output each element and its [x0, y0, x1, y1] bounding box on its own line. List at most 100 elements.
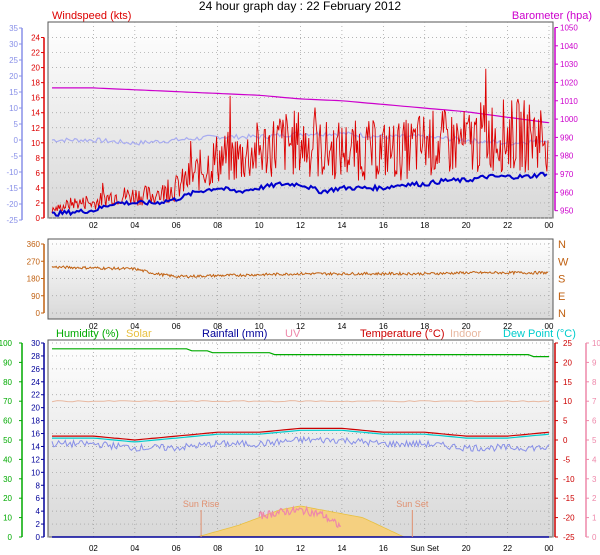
temp-left-axis-tick-label: -10 [6, 168, 18, 177]
x-tick-label: 22 [503, 221, 512, 230]
rainfall-axis-tick-label: 28 [31, 352, 40, 361]
x-tick-label: 12 [296, 221, 305, 230]
x-tick-label: 08 [213, 544, 222, 553]
rainfall-axis-tick-label: 8 [36, 481, 41, 490]
direction-axis-tick-label: 360 [27, 240, 41, 249]
humidity-axis-tick-label: 0 [8, 533, 13, 542]
windspeed-axis-tick-label: 2 [36, 199, 41, 208]
x-tick-label: 00 [545, 322, 554, 331]
x-tick-label: 16 [379, 221, 388, 230]
uv-axis-tick-label: 9 [592, 358, 597, 367]
temp-left-axis-tick-label: 5 [14, 120, 19, 129]
barometer-axis-tick-label: 980 [560, 152, 574, 161]
windspeed-axis-tick-label: 0 [36, 214, 41, 223]
x-tick-label: 00 [545, 221, 554, 230]
uv-axis-tick-label: 10 [592, 339, 600, 348]
x-tick-label: 06 [172, 221, 181, 230]
solar-area [196, 505, 405, 538]
rainfall-axis-tick-label: 14 [31, 442, 40, 451]
x-tick-label: 08 [213, 221, 222, 230]
humidity-axis-tick-label: 50 [3, 436, 12, 445]
graph-title: 24 hour graph day : 22 February 2012 [199, 0, 401, 13]
rainfall-axis-tick-label: 18 [31, 417, 40, 426]
x-tick-label: 10 [255, 544, 264, 553]
windspeed-legend: Windspeed (kts) [52, 10, 131, 22]
compass-label: N [558, 239, 566, 251]
temperature-trace [51, 131, 548, 146]
legend-item: Solar [126, 328, 152, 340]
temp-left-axis-tick-label: 20 [9, 72, 18, 81]
x-tick-label: 04 [130, 544, 139, 553]
uv-axis-tick-label: 3 [592, 475, 597, 484]
humidity-line [52, 348, 549, 358]
barometer-axis-tick-label: 970 [560, 170, 574, 179]
x-tick-label: 12 [296, 322, 305, 331]
x-tick-label: 10 [255, 322, 264, 331]
windspeed-axis-tick-label: 22 [31, 49, 40, 58]
rainfall-axis-tick-label: 20 [31, 404, 40, 413]
rainfall-axis-tick-label: 10 [31, 468, 40, 477]
legend-item: UV [285, 328, 301, 340]
rainfall-axis-tick-label: 24 [31, 378, 40, 387]
uv-axis-tick-label: 7 [592, 397, 597, 406]
x-tick-label: 20 [462, 322, 471, 331]
windspeed-axis-tick-label: 24 [31, 34, 40, 43]
temperature-axis-tick-label: 10 [563, 397, 572, 406]
barometer-axis-tick-label: 1010 [560, 97, 578, 106]
windspeed-axis-tick-label: 12 [31, 124, 40, 133]
windspeed-axis-tick-label: 14 [31, 109, 40, 118]
humidity-axis-tick-label: 20 [3, 494, 12, 503]
rainfall-axis-tick-label: 16 [31, 430, 40, 439]
uv-axis-tick-label: 6 [592, 417, 597, 426]
windspeed-axis-tick-label: 16 [31, 94, 40, 103]
direction-axis-tick-label: 90 [31, 292, 40, 301]
windspeed-axis-tick-label: 4 [36, 184, 41, 193]
x-tick-label: 04 [130, 322, 139, 331]
temperature-axis-tick-label: -5 [563, 455, 571, 464]
x-tick-label: 04 [130, 221, 139, 230]
indoor-line [51, 400, 550, 403]
humidity-axis-tick-label: 40 [3, 455, 12, 464]
rainfall-axis-tick-label: 26 [31, 365, 40, 374]
barometer-line [52, 87, 550, 124]
temp-left-axis-tick-label: 35 [9, 24, 18, 33]
barometer-axis-tick-label: 1020 [560, 78, 578, 87]
x-tick-label: 18 [420, 322, 429, 331]
compass-label: N [558, 308, 566, 320]
barometer-axis-tick-label: 960 [560, 188, 574, 197]
uv-axis-tick-label: 5 [592, 436, 597, 445]
temperature-axis-tick-label: 20 [563, 358, 572, 367]
x-tick-label: 06 [172, 544, 181, 553]
x-tick-label: 20 [462, 544, 471, 553]
temperature-axis-tick-label: -25 [563, 533, 575, 542]
x-tick-label: 22 [503, 322, 512, 331]
x-tick-label: 18 [420, 221, 429, 230]
rainfall-axis-tick-label: 6 [36, 494, 41, 503]
x-tick-label: 16 [379, 544, 388, 553]
temp-left-axis-tick-label: 15 [9, 88, 18, 97]
rainfall-axis-tick-label: 12 [31, 455, 40, 464]
rainfall-axis-tick-label: 22 [31, 391, 40, 400]
barometer-legend: Barometer (hpa) [512, 10, 592, 22]
barometer-axis-tick-label: 950 [560, 207, 574, 216]
rainfall-axis-tick-label: 30 [31, 339, 40, 348]
temp-left-axis-tick-label: 30 [9, 40, 18, 49]
direction-axis-tick-label: 0 [36, 309, 41, 318]
direction-axis-tick-label: 180 [27, 275, 41, 284]
average-wind-line [52, 171, 548, 217]
temperature-axis-tick-label: -15 [563, 494, 575, 503]
humidity-axis-tick-label: 60 [3, 417, 12, 426]
sun-set-label: Sun Set [396, 499, 429, 509]
x-tick-label: 08 [213, 322, 222, 331]
temperature-axis-tick-label: -10 [563, 475, 575, 484]
x-tick-label: 10 [255, 221, 264, 230]
windspeed-axis-tick-label: 18 [31, 79, 40, 88]
uv-line [258, 505, 342, 529]
temp-left-axis-tick-label: -20 [6, 200, 18, 209]
barometer-axis-tick-label: 990 [560, 133, 574, 142]
x-tick-label: 22 [503, 544, 512, 553]
direction-axis-tick-label: 270 [27, 257, 41, 266]
temperature-axis-tick-label: 0 [563, 436, 568, 445]
legend-item: Dew Point (°C) [503, 328, 576, 340]
uv-axis-tick-label: 8 [592, 378, 597, 387]
